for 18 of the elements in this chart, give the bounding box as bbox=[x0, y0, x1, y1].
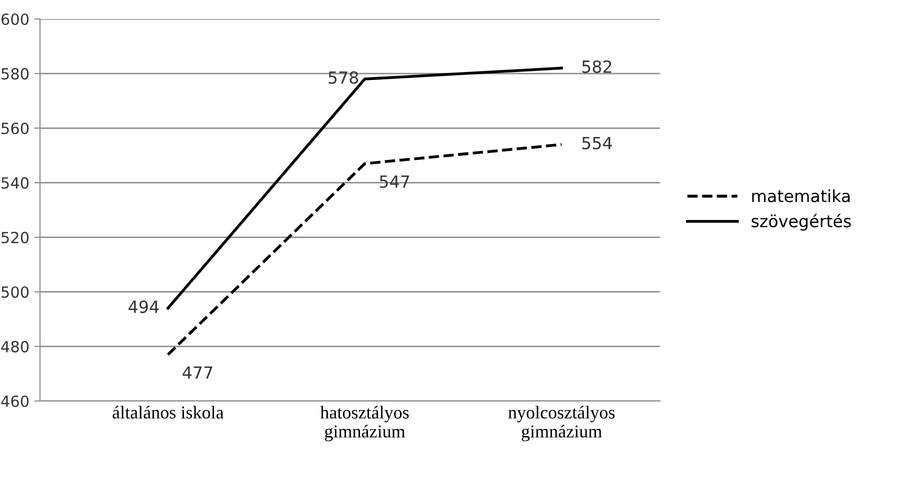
y-tick-label: 480 bbox=[1, 340, 29, 352]
y-tick-label: 540 bbox=[2, 177, 29, 189]
y-tick-label: 600 bbox=[1, 13, 29, 26]
data-label: 477 bbox=[182, 366, 212, 379]
data-label: 494 bbox=[128, 300, 159, 314]
y-tick-label: 500 bbox=[2, 286, 29, 298]
data-label: 582 bbox=[582, 60, 612, 73]
data-label: 578 bbox=[328, 71, 358, 84]
y-tick-label: 520 bbox=[2, 232, 29, 244]
legend-label: matematika bbox=[752, 189, 850, 202]
data-label: 554 bbox=[582, 136, 612, 150]
legend-label: szövegértés bbox=[752, 214, 851, 231]
y-tick-label: 560 bbox=[2, 122, 29, 134]
x-tick-label: nyolcosztályos gimnázium bbox=[508, 406, 615, 442]
x-tick-label: általános iskola bbox=[112, 406, 224, 419]
x-tick-label: hatosztályos gimnázium bbox=[320, 406, 409, 442]
y-tick-label: 580 bbox=[2, 68, 29, 80]
y-tick-label: 460 bbox=[1, 395, 29, 408]
